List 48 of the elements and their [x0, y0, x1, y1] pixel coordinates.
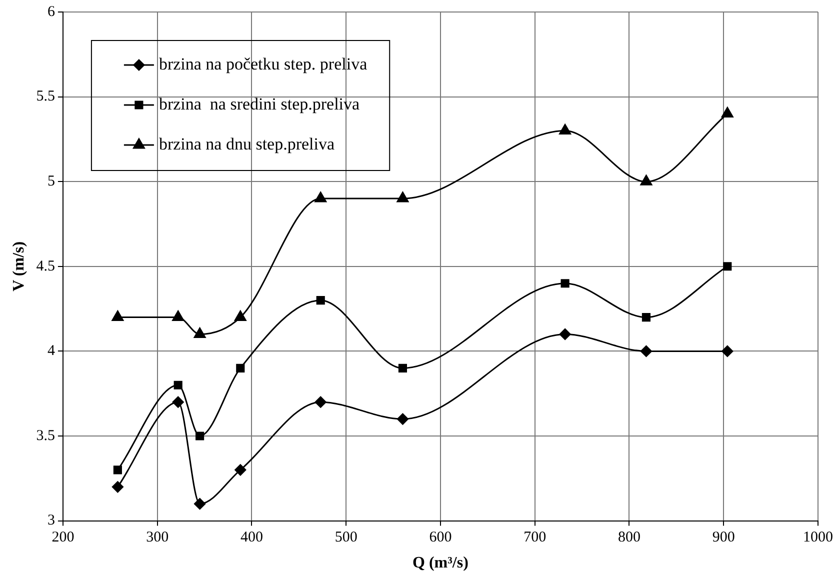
- point: [396, 192, 409, 202]
- point: [172, 310, 184, 322]
- x-tick-label: 500: [334, 530, 358, 546]
- x-tick-label: 300: [146, 530, 169, 546]
- point: [236, 364, 245, 372]
- point: [234, 310, 246, 322]
- point: [234, 464, 246, 476]
- point: [113, 466, 122, 474]
- point: [559, 124, 572, 134]
- x-tick-label: 900: [712, 530, 735, 546]
- point: [112, 310, 124, 322]
- point: [112, 481, 124, 493]
- point: [640, 174, 652, 186]
- x-tick-label: 1000: [803, 530, 833, 546]
- point: [721, 107, 734, 118]
- x-tick-label: 600: [429, 530, 452, 546]
- point: [398, 364, 408, 372]
- y-tick-label: 4.5: [36, 258, 55, 274]
- point: [194, 498, 206, 510]
- y-tick-label: 5.5: [36, 88, 55, 105]
- point: [560, 279, 570, 288]
- legend-label: brzina na sredini step.preliva: [158, 94, 360, 114]
- x-tick-label: 700: [524, 530, 546, 546]
- point: [314, 396, 326, 408]
- point: [642, 312, 651, 322]
- x-tick-label: 400: [240, 530, 263, 546]
- point: [723, 262, 732, 271]
- point: [194, 327, 206, 338]
- x-tick-label: 800: [618, 530, 640, 546]
- legend-label: brzina na početku step. preliva: [158, 54, 368, 74]
- point: [172, 396, 184, 408]
- legend-label: brzina na dnu step.preliva: [158, 134, 336, 154]
- x-tick-label: 200: [52, 530, 74, 546]
- point: [722, 345, 734, 357]
- y-tick-label: 3: [47, 512, 55, 529]
- y-axis-title: V (m/s): [10, 241, 28, 292]
- point: [396, 413, 408, 425]
- x-axis-title: Q (m³/s): [412, 554, 468, 572]
- point: [314, 192, 327, 202]
- point: [559, 328, 571, 340]
- point: [316, 296, 325, 305]
- point: [174, 380, 182, 390]
- y-tick-label: 4: [47, 343, 56, 360]
- y-tick-label: 3.5: [36, 428, 55, 444]
- y-tick-label: 6: [47, 4, 56, 20]
- point: [196, 432, 204, 440]
- point: [640, 345, 652, 357]
- y-tick-label: 5: [47, 174, 55, 190]
